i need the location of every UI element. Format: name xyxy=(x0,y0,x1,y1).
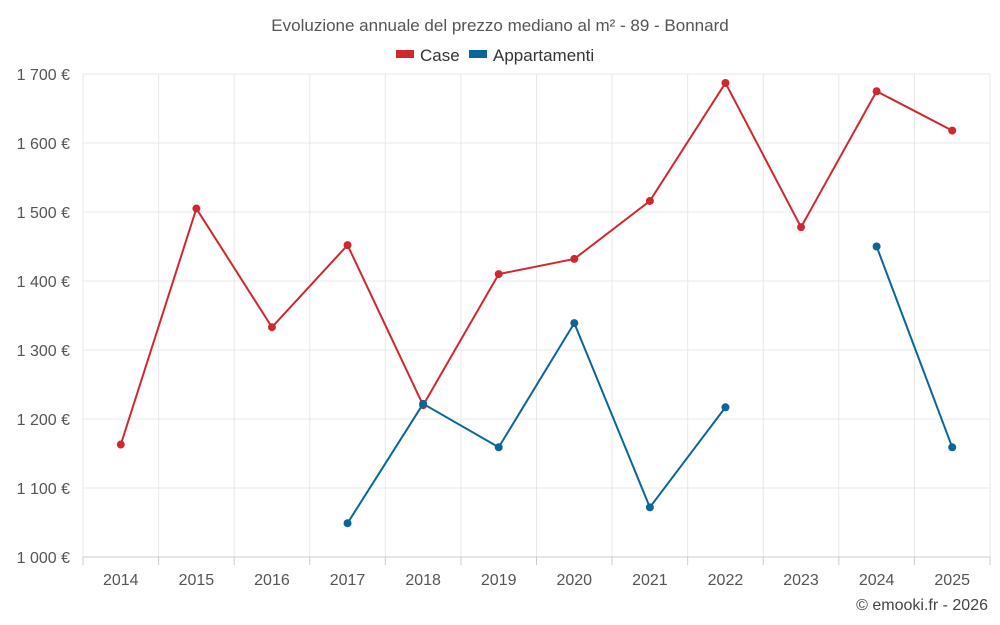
data-point[interactable] xyxy=(267,323,276,332)
data-point[interactable] xyxy=(192,204,201,213)
data-point[interactable] xyxy=(116,440,125,449)
grid xyxy=(82,73,991,565)
y-tick-label: 1 000 € xyxy=(17,550,70,567)
chart-title: Evoluzione annuale del prezzo mediano al… xyxy=(271,16,728,35)
y-tick-label: 1 600 € xyxy=(17,136,70,153)
x-axis: 2014 2015 2016 2017 2018 2019 2020 2021 2022 2023… xyxy=(103,572,970,589)
legend-swatch xyxy=(469,50,487,58)
data-point[interactable] xyxy=(721,78,730,87)
data-point[interactable] xyxy=(645,196,654,205)
series-group xyxy=(116,78,957,528)
y-tick-label: 1 400 € xyxy=(17,274,70,291)
data-point[interactable] xyxy=(570,254,579,263)
data-point[interactable] xyxy=(570,319,579,328)
credit-label: © emooki.fr - 2026 xyxy=(856,597,988,614)
series-line xyxy=(346,322,727,524)
x-tick-label: 2021 xyxy=(632,572,668,589)
x-tick-label: 2022 xyxy=(708,572,744,589)
data-point[interactable] xyxy=(645,503,654,512)
data-point[interactable] xyxy=(872,242,881,251)
legend-label: Appartamenti xyxy=(493,46,594,65)
x-tick-label: 2024 xyxy=(859,572,895,589)
series-appartamenti xyxy=(343,242,957,528)
data-point[interactable] xyxy=(343,519,352,528)
x-tick-label: 2014 xyxy=(103,572,139,589)
x-tick-label: 2017 xyxy=(330,572,366,589)
series-line xyxy=(875,246,954,448)
x-tick-label: 2020 xyxy=(556,572,592,589)
legend: Case Appartamenti xyxy=(396,46,594,65)
x-tick-label: 2018 xyxy=(405,572,441,589)
legend-item-case[interactable]: Case xyxy=(396,46,460,65)
x-tick-label: 2025 xyxy=(934,572,970,589)
data-point[interactable] xyxy=(948,126,957,135)
data-point[interactable] xyxy=(343,241,352,250)
data-point[interactable] xyxy=(797,223,806,232)
legend-swatch xyxy=(396,50,414,58)
legend-item-appartamenti[interactable]: Appartamenti xyxy=(469,46,594,65)
y-tick-label: 1 700 € xyxy=(17,67,70,84)
data-point[interactable] xyxy=(494,270,503,279)
data-point[interactable] xyxy=(494,443,503,452)
y-tick-label: 1 500 € xyxy=(17,205,70,222)
series-line xyxy=(119,81,953,445)
x-tick-label: 2015 xyxy=(179,572,215,589)
data-point[interactable] xyxy=(419,399,428,408)
y-tick-label: 1 300 € xyxy=(17,343,70,360)
x-tick-label: 2019 xyxy=(481,572,517,589)
y-tick-label: 1 200 € xyxy=(17,412,70,429)
data-point[interactable] xyxy=(872,87,881,96)
x-tick-label: 2016 xyxy=(254,572,290,589)
x-tick-label: 2023 xyxy=(783,572,819,589)
y-tick-label: 1 100 € xyxy=(17,481,70,498)
legend-label: Case xyxy=(420,46,460,65)
series-case xyxy=(116,78,957,449)
y-axis: 1 000 € 1 100 € 1 200 € 1 300 € 1 400 € 1 500… xyxy=(17,67,70,567)
data-point[interactable] xyxy=(721,403,730,412)
data-point[interactable] xyxy=(948,443,957,452)
